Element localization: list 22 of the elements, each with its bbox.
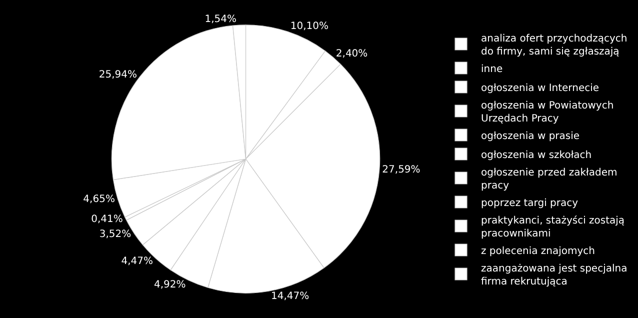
legend-label: ogłoszenia w Powiatowych Urzędach Pracy: [481, 100, 614, 124]
legend-label: praktykanci, stażyści zostają pracownikami: [481, 214, 625, 240]
data-label: 14,47%: [270, 291, 310, 302]
data-label: 4,92%: [154, 279, 186, 290]
data-label: 3,52%: [99, 229, 132, 240]
legend-label: inne: [481, 64, 503, 75]
data-label: 4,47%: [121, 256, 154, 267]
data-label: 10,10%: [290, 21, 328, 32]
legend-label: ogłoszenia w szkołach: [481, 150, 592, 161]
data-label: 25,94%: [98, 69, 137, 80]
data-label: 2,40%: [336, 48, 368, 60]
legend-label: analiza ofert przychodzących do firmy, sami się zgłaszają: [481, 33, 628, 58]
data-label: 0,41%: [91, 214, 123, 226]
legend-label: z polecenia znajomych: [481, 246, 596, 257]
legend-label: zaangażowana jest specjalna firma rekrutująca: [481, 263, 628, 288]
data-label: 4,65%: [83, 194, 115, 205]
legend-label: poprzez targi pracy: [481, 198, 578, 209]
legend-label: ogłoszenia w prasie: [481, 130, 580, 142]
legend-label: ogłoszenia w Internecie: [481, 82, 600, 94]
legend-label: ogłoszenie przed zakładem pracy: [481, 167, 618, 192]
data-label: 1,54%: [204, 14, 237, 26]
data-label: 27,59%: [382, 164, 420, 176]
